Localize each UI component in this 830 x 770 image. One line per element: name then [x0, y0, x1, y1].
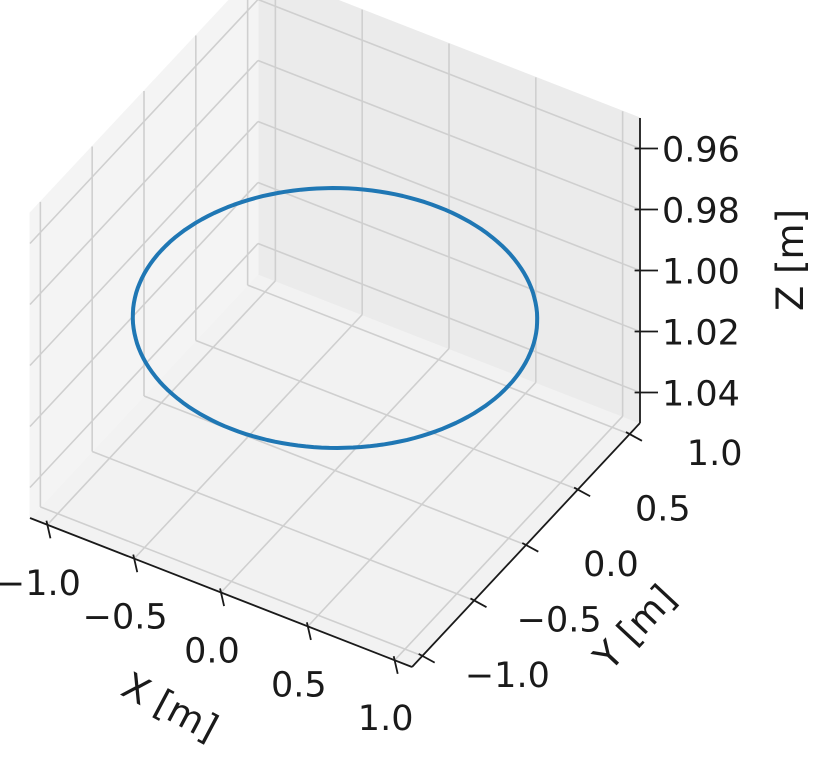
z-tick-label: 1.02 — [662, 314, 740, 354]
z-tick-label: 0.98 — [662, 192, 740, 232]
z-gridline-left — [29, 242, 259, 489]
y-tick-label: 0.0 — [583, 545, 639, 585]
z-tick-label: 1.04 — [662, 375, 740, 415]
y-gridline-floor — [247, 284, 630, 435]
x-tick — [132, 554, 139, 573]
z-gridline-left — [29, 120, 259, 367]
x-tick — [392, 655, 399, 675]
y-tick-label: −0.5 — [517, 600, 602, 640]
z-gridline-back — [257, 181, 641, 333]
z-gridline-back — [257, 120, 641, 272]
y-gridline-floor — [143, 395, 527, 546]
x-tick-label: 0.0 — [184, 632, 240, 672]
x-tick — [45, 520, 52, 539]
y-tick — [418, 653, 436, 664]
z-axis-title: Z [m] — [769, 209, 812, 311]
x-tick-label: −1.0 — [0, 564, 81, 604]
z-gridline-back — [257, 59, 641, 211]
y-tick — [573, 486, 591, 498]
y-tick — [521, 542, 539, 553]
chart-series-layer — [130, 186, 540, 450]
y-tick-label: 1.0 — [687, 434, 743, 474]
x-tick — [219, 588, 225, 607]
z-gridline-left — [29, 59, 259, 306]
y-gridline-floor — [195, 339, 579, 491]
z-gridline-left — [29, 181, 259, 428]
x-tick — [306, 622, 312, 641]
y-tick — [625, 431, 643, 442]
y-tick-label: −1.0 — [465, 656, 550, 696]
chart-axes — [29, 118, 658, 675]
y-gridline-floor — [40, 506, 423, 657]
x-tick-label: 1.0 — [358, 699, 414, 739]
chart-panes — [29, 0, 641, 668]
z-gridline-back — [257, 242, 641, 394]
z-gridline-back — [257, 0, 641, 150]
y-tick-label: 0.5 — [635, 490, 691, 530]
x-axis-title: X [m] — [115, 664, 225, 750]
y-gridline-floor — [91, 450, 475, 602]
y-tick — [470, 597, 487, 608]
x-tick-label: 0.5 — [271, 665, 327, 705]
z-gridline-left — [29, 0, 259, 245]
series-line-0 — [130, 186, 540, 450]
chart-tick-labels: −1.0−0.50.00.51.0−1.0−0.50.00.51.00.960.… — [0, 131, 742, 740]
z-tick-label: 0.96 — [662, 131, 740, 171]
x-tick-label: −0.5 — [83, 598, 168, 638]
z-tick-label: 1.00 — [662, 253, 740, 293]
